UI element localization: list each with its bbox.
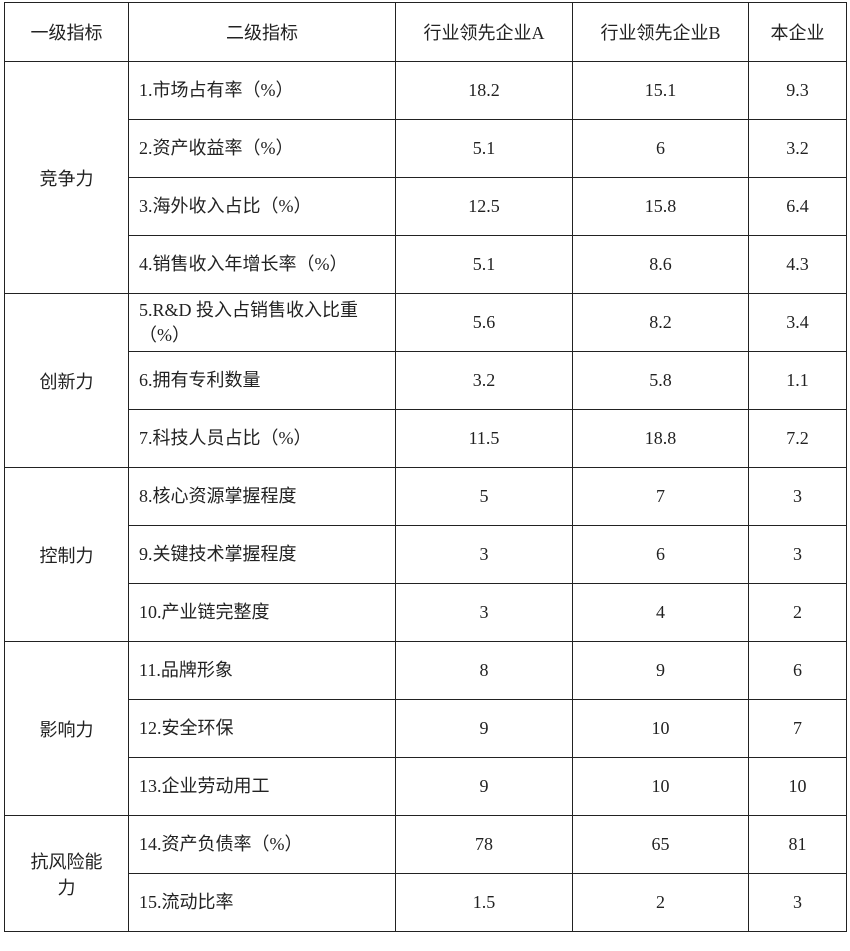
indicator-table: 一级指标 二级指标 行业领先企业A 行业领先企业B 本企业 竞争力 1.市场占有率… bbox=[4, 2, 847, 932]
value-self: 10 bbox=[748, 757, 847, 816]
value-company-b: 10 bbox=[572, 699, 749, 758]
table-row: 6.拥有专利数量 3.2 5.8 1.1 bbox=[5, 351, 847, 410]
value-company-a: 5.1 bbox=[395, 119, 573, 178]
level2-indicator: 12.安全环保 bbox=[128, 699, 396, 758]
value-company-b: 15.1 bbox=[572, 61, 749, 120]
value-company-b: 6 bbox=[572, 119, 749, 178]
value-company-a: 1.5 bbox=[395, 873, 573, 932]
table-row: 10.产业链完整度 3 4 2 bbox=[5, 583, 847, 642]
value-company-b: 18.8 bbox=[572, 409, 749, 468]
table-row: 13.企业劳动用工 9 10 10 bbox=[5, 757, 847, 816]
table-row: 9.关键技术掌握程度 3 6 3 bbox=[5, 525, 847, 584]
level2-indicator: 13.企业劳动用工 bbox=[128, 757, 396, 816]
level2-indicator: 10.产业链完整度 bbox=[128, 583, 396, 642]
header-self: 本企业 bbox=[748, 2, 847, 62]
table-row: 4.销售收入年增长率（%） 5.1 8.6 4.3 bbox=[5, 235, 847, 294]
level2-indicator: 3.海外收入占比（%） bbox=[128, 177, 396, 236]
header-level2: 二级指标 bbox=[128, 2, 396, 62]
value-self: 9.3 bbox=[748, 61, 847, 120]
table-row: 控制力 8.核心资源掌握程度 5 7 3 bbox=[4, 467, 847, 642]
level1-indicator: 竞争力 bbox=[4, 61, 129, 294]
header-row: 一级指标 二级指标 行业领先企业A 行业领先企业B 本企业 bbox=[4, 2, 847, 62]
table-row: 7.科技人员占比（%） 11.5 18.8 7.2 bbox=[5, 409, 847, 468]
header-company-a: 行业领先企业A bbox=[395, 2, 573, 62]
value-self: 3.4 bbox=[748, 293, 847, 352]
value-self: 7 bbox=[748, 699, 847, 758]
table-row: 12.安全环保 9 10 7 bbox=[5, 699, 847, 758]
value-company-b: 4 bbox=[572, 583, 749, 642]
value-self: 7.2 bbox=[748, 409, 847, 468]
value-company-b: 8.2 bbox=[572, 293, 749, 352]
level2-indicator: 9.关键技术掌握程度 bbox=[128, 525, 396, 584]
value-self: 6 bbox=[748, 641, 847, 700]
value-company-b: 65 bbox=[572, 815, 749, 874]
level2-indicator: 1.市场占有率（%） bbox=[128, 61, 396, 120]
value-company-a: 8 bbox=[395, 641, 573, 700]
level2-indicator: 8.核心资源掌握程度 bbox=[128, 467, 396, 526]
level2-indicator: 14.资产负债率（%） bbox=[128, 815, 396, 874]
value-company-a: 3.2 bbox=[395, 351, 573, 410]
value-company-a: 5 bbox=[395, 467, 573, 526]
value-company-a: 3 bbox=[395, 583, 573, 642]
value-company-a: 78 bbox=[395, 815, 573, 874]
value-self: 1.1 bbox=[748, 351, 847, 410]
value-self: 3 bbox=[748, 467, 847, 526]
value-company-b: 5.8 bbox=[572, 351, 749, 410]
level2-indicator: 6.拥有专利数量 bbox=[128, 351, 396, 410]
value-company-a: 9 bbox=[395, 757, 573, 816]
table-row: 3.海外收入占比（%） 12.5 15.8 6.4 bbox=[5, 177, 847, 236]
value-self: 3 bbox=[748, 525, 847, 584]
value-company-a: 18.2 bbox=[395, 61, 573, 120]
value-self: 2 bbox=[748, 583, 847, 642]
level2-indicator: 7.科技人员占比（%） bbox=[128, 409, 396, 468]
table-row: 2.资产收益率（%） 5.1 6 3.2 bbox=[5, 119, 847, 178]
value-self: 4.3 bbox=[748, 235, 847, 294]
value-company-a: 9 bbox=[395, 699, 573, 758]
value-self: 3 bbox=[748, 873, 847, 932]
level2-indicator: 2.资产收益率（%） bbox=[128, 119, 396, 178]
table-row: 竞争力 1.市场占有率（%） 18.2 15.1 9.3 bbox=[4, 61, 847, 294]
level1-indicator: 创新力 bbox=[4, 293, 129, 468]
header-company-b: 行业领先企业B bbox=[572, 2, 749, 62]
level2-indicator: 15.流动比率 bbox=[128, 873, 396, 932]
level1-indicator: 影响力 bbox=[4, 641, 129, 816]
table-row: 15.流动比率 1.5 2 3 bbox=[5, 873, 847, 932]
table-row: 抗风险能力 14.资产负债率（%） 78 65 81 bbox=[4, 815, 847, 932]
value-company-a: 11.5 bbox=[395, 409, 573, 468]
value-company-b: 8.6 bbox=[572, 235, 749, 294]
value-company-a: 5.1 bbox=[395, 235, 573, 294]
level2-indicator: 5.R&D 投入占销售收入比重（%） bbox=[128, 293, 396, 352]
value-company-b: 15.8 bbox=[572, 177, 749, 236]
value-self: 3.2 bbox=[748, 119, 847, 178]
header-level1: 一级指标 bbox=[4, 2, 129, 62]
level1-indicator: 控制力 bbox=[4, 467, 129, 642]
value-self: 81 bbox=[748, 815, 847, 874]
level2-indicator: 11.品牌形象 bbox=[128, 641, 396, 700]
value-company-b: 7 bbox=[572, 467, 749, 526]
value-self: 6.4 bbox=[748, 177, 847, 236]
value-company-b: 9 bbox=[572, 641, 749, 700]
value-company-b: 6 bbox=[572, 525, 749, 584]
level2-indicator: 4.销售收入年增长率（%） bbox=[128, 235, 396, 294]
value-company-b: 10 bbox=[572, 757, 749, 816]
table-row: 创新力 5.R&D 投入占销售收入比重（%） 5.6 8.2 3.4 bbox=[4, 293, 847, 468]
value-company-b: 2 bbox=[572, 873, 749, 932]
value-company-a: 12.5 bbox=[395, 177, 573, 236]
level1-indicator: 抗风险能力 bbox=[4, 815, 129, 932]
table-row: 影响力 11.品牌形象 8 9 6 bbox=[4, 641, 847, 816]
value-company-a: 5.6 bbox=[395, 293, 573, 352]
value-company-a: 3 bbox=[395, 525, 573, 584]
